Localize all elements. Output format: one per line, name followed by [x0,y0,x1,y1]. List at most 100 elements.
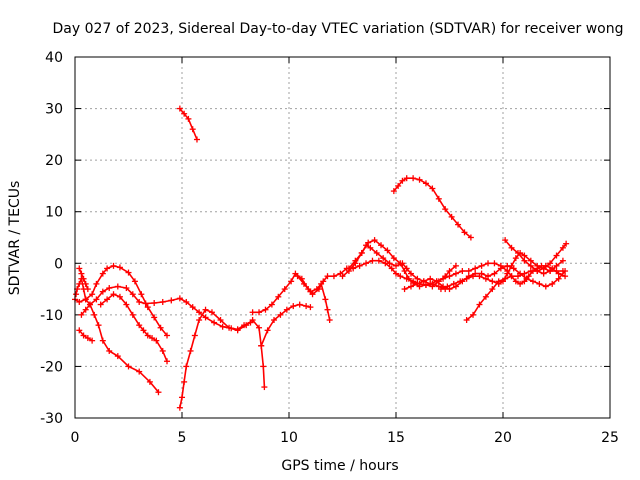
data-point [457,278,464,285]
data-point [176,404,183,411]
data-point [448,213,455,220]
data-point [405,275,412,282]
data-point [277,311,284,318]
data-point [185,115,192,122]
data-point [371,237,378,244]
data-point [455,221,462,228]
data-point [420,278,427,285]
data-point [136,322,143,329]
data-point [261,384,268,391]
data-point [78,270,85,277]
data-point [463,275,470,282]
chart-title: Day 027 of 2023, Sidereal Day-to-day VTE… [53,21,624,37]
data-point [294,273,301,280]
data-point [527,257,534,264]
data-point [157,324,164,331]
data-point [159,298,166,305]
data-point [106,285,113,292]
data-point [288,278,295,285]
data-point [136,368,143,375]
data-point [440,275,447,282]
data-point [116,293,123,300]
y-tick-label: 0 [54,256,63,272]
data-point [104,296,111,303]
data-point [151,299,158,306]
data-point [322,296,329,303]
data-point [296,301,303,308]
y-tick-label: -20 [40,359,63,375]
data-point [399,177,406,184]
data-point [534,262,541,269]
data-point [514,249,521,256]
data-series [72,105,570,411]
x-tick-label: 20 [494,430,512,446]
data-point [164,358,171,365]
data-point [183,298,190,305]
data-point [217,317,224,324]
data-point [369,257,376,264]
series-arc14 [390,175,474,241]
data-point [187,347,194,354]
data-point [153,337,160,344]
data-point [164,332,171,339]
data-point [155,389,162,396]
data-point [446,268,453,275]
series-line [440,252,564,290]
data-point [110,291,117,298]
data-point [339,273,346,280]
data-point [313,286,320,293]
data-point [82,296,89,303]
y-tick-label: 30 [45,102,63,118]
data-point [427,280,434,287]
data-point [388,265,395,272]
data-point [99,288,106,295]
data-point [489,278,496,285]
data-point [168,297,175,304]
data-point [86,301,93,308]
data-point [393,262,399,269]
data-point [144,304,151,311]
data-point [435,195,442,202]
data-point [373,249,380,256]
data-point [553,262,560,269]
data-point [407,270,414,277]
data-point [491,270,498,277]
data-point [202,306,209,313]
data-point [89,291,96,298]
data-point [384,247,391,254]
data-point [176,105,183,112]
axis-ticks: 0 5 10 15 20 25 -30 -20 -10 0 10 20 30 40 [40,50,619,446]
data-point [399,260,406,267]
series-arc9 [249,257,459,316]
data-point [450,280,457,287]
data-point [142,300,149,307]
data-point [529,278,536,285]
data-point [485,260,492,267]
data-point [114,283,121,290]
data-point [110,262,117,269]
data-point [258,342,265,349]
data-point [482,293,489,300]
data-point [559,257,566,264]
data-point [193,136,200,143]
data-point [84,286,91,293]
data-point [202,314,209,321]
data-point [176,295,183,302]
data-point [307,304,314,311]
data-point [446,273,453,280]
data-point [138,291,145,298]
data-point [465,268,472,275]
plot-frame [74,56,611,419]
data-point [144,332,151,339]
data-point [352,257,359,264]
data-point [129,291,136,298]
series-arc6 [97,291,171,365]
y-axis-label: SDTVAR / TECUs [7,181,23,296]
data-point [523,275,530,282]
x-tick-label: 15 [387,430,405,446]
data-point [356,262,363,269]
data-point [472,265,479,272]
data-point [303,303,310,310]
data-point [208,309,215,316]
data-point [97,301,104,308]
